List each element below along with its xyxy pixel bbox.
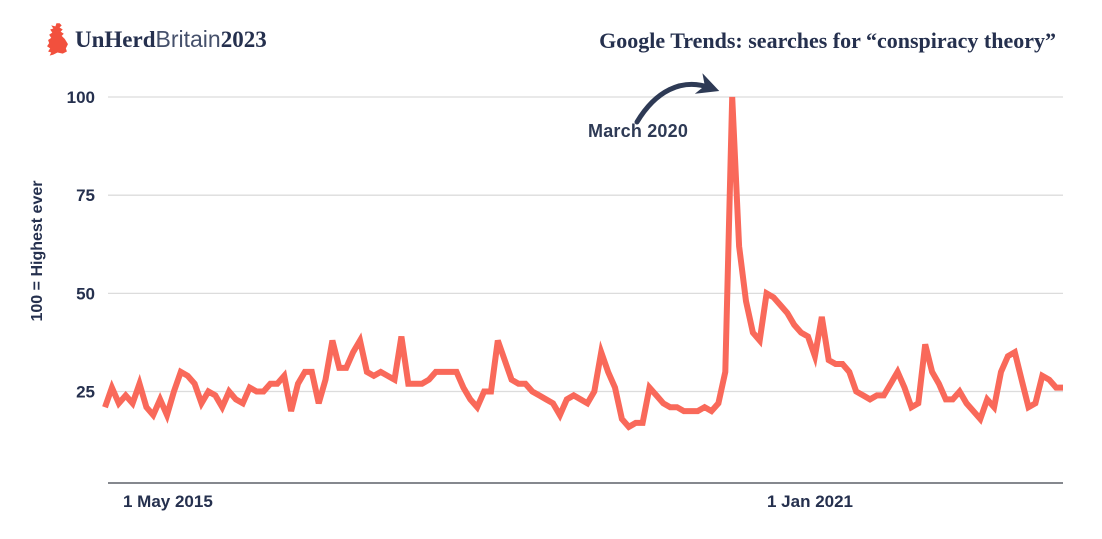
conspiracy-theory-trend-line — [102, 96, 1063, 431]
logo-text-britain: Britain — [155, 26, 221, 52]
gridlines: 100 75 50 25 — [67, 88, 1063, 484]
y-tick-50: 50 — [76, 284, 95, 303]
x-tick-jan-2021: 1 Jan 2021 — [767, 492, 854, 511]
x-tick-may-2015: 1 May 2015 — [123, 492, 213, 511]
logo-wordmark: UnHerdBritain2023 — [75, 22, 267, 57]
annotation-label: March 2020 — [588, 121, 689, 141]
chart-title: Google Trends: searches for “conspiracy … — [599, 28, 1056, 53]
y-tick-75: 75 — [76, 186, 95, 205]
unherd-logo: UnHerdBritain2023 — [46, 22, 267, 57]
annotation-arrow-icon — [634, 73, 720, 125]
y-tick-25: 25 — [76, 383, 95, 402]
britain-map-icon — [47, 23, 68, 56]
logo-text-year: 2023 — [220, 27, 267, 52]
y-tick-100: 100 — [67, 88, 95, 107]
trend-line-series — [102, 96, 1063, 431]
logo-text-unherd: UnHerd — [75, 27, 156, 52]
